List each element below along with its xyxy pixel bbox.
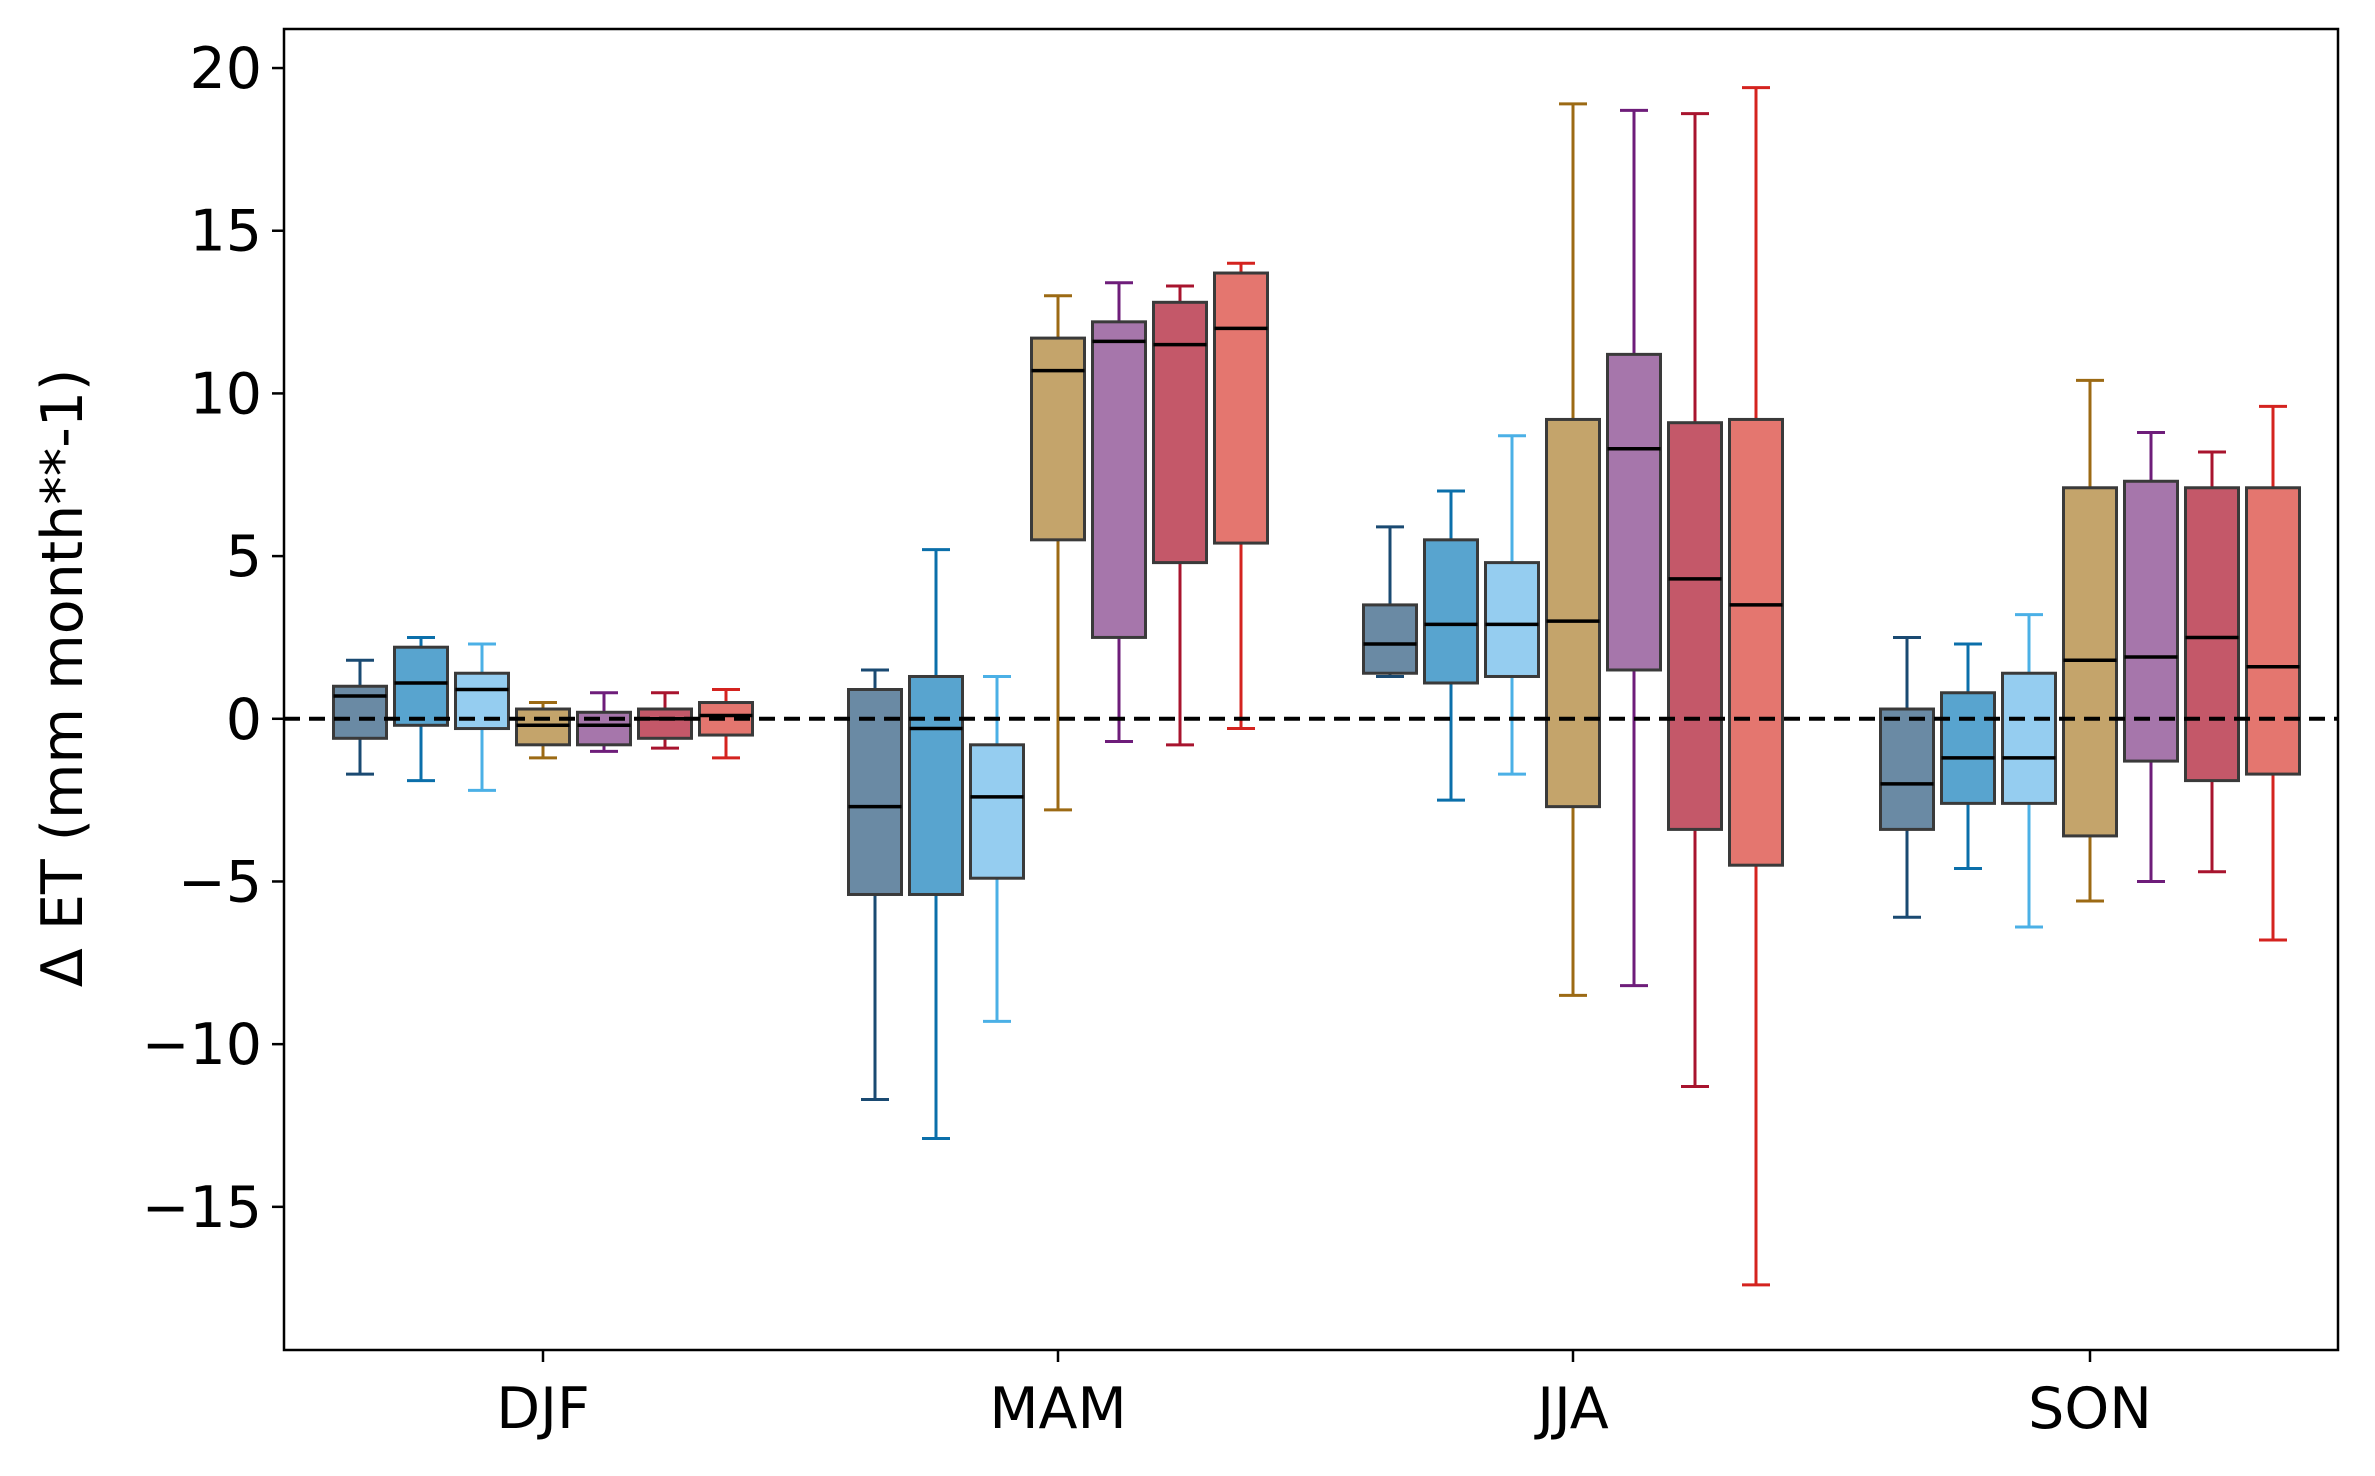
x-tick-label-MAM: MAM [989,1376,1126,1442]
iqr-box [2184,486,2240,783]
x-tick-label-DJF: DJF [496,1376,590,1442]
box-JJA-series-2 [1423,489,1479,802]
y-tick-label: −10 [142,1012,262,1078]
iqr-box [2001,671,2057,805]
iqr-box [332,684,388,740]
box-MAM-series-6 [1152,284,1208,747]
box-SON-series-2 [1940,642,1996,870]
plot-area [332,86,2301,1287]
iqr-box [1362,603,1418,675]
y-axis-ticks: −15 −10 −5 0 5 10 15 20 [142,36,284,1241]
iqr-box [1091,320,1147,639]
y-tick-label: 0 [226,687,262,753]
box-DJF-series-4 [515,701,571,760]
box-SON-series-3 [2001,613,2057,929]
y-axis-label: Δ ET (mm month**-1) [30,369,96,988]
box-DJF-series-7 [698,688,754,760]
box-JJA-series-5 [1606,108,1662,988]
iqr-box [1484,561,1540,678]
iqr-box [1728,417,1784,867]
box-MAM-series-1 [847,668,903,1101]
box-MAM-series-4 [1030,294,1086,812]
iqr-box [1545,417,1601,809]
iqr-box [908,674,964,896]
box-SON-series-6 [2184,450,2240,874]
box-DJF-series-5 [576,691,632,753]
iqr-box [1667,421,1723,831]
box-DJF-series-6 [637,691,693,750]
iqr-box [637,707,693,740]
box-JJA-series-1 [1362,525,1418,678]
y-tick-label: −5 [178,849,262,915]
y-tick-label: 20 [189,36,262,102]
box-JJA-series-6 [1667,112,1723,1088]
iqr-box [847,688,903,896]
box-JJA-series-3 [1484,434,1540,776]
box-DJF-series-1 [332,658,388,776]
iqr-box [698,701,754,737]
iqr-box [969,743,1025,880]
y-tick-label: 10 [189,361,262,427]
iqr-box [1213,271,1269,545]
box-MAM-series-5 [1091,281,1147,744]
iqr-box [393,645,449,727]
iqr-box [1152,300,1208,565]
y-tick-label: −15 [142,1175,262,1241]
box-JJA-series-7 [1728,86,1784,1287]
box-JJA-series-4 [1545,102,1601,997]
y-tick-label: 15 [189,199,262,265]
iqr-box [2245,486,2301,776]
box-MAM-series-3 [969,674,1025,1023]
axes-frame [282,27,2340,1352]
iqr-box [1606,352,1662,672]
box-SON-series-1 [1879,635,1935,919]
box-DJF-series-2 [393,635,449,783]
iqr-box [1879,707,1935,831]
box-SON-series-5 [2123,430,2179,883]
x-tick-label-JJA: JJA [1534,1376,1609,1442]
iqr-box [1423,538,1479,685]
iqr-box [1940,691,1996,805]
iqr-box [2123,479,2179,763]
x-tick-label-SON: SON [2028,1376,2152,1442]
box-SON-series-4 [2062,378,2118,903]
axes [282,27,2340,1352]
x-axis-ticks: DJF MAM JJA SON [496,1350,2152,1442]
y-tick-label: 5 [226,524,262,590]
iqr-box [1030,336,1086,542]
box-MAM-series-2 [908,548,964,1141]
box-MAM-series-7 [1213,261,1269,731]
box-SON-series-7 [2245,404,2301,942]
